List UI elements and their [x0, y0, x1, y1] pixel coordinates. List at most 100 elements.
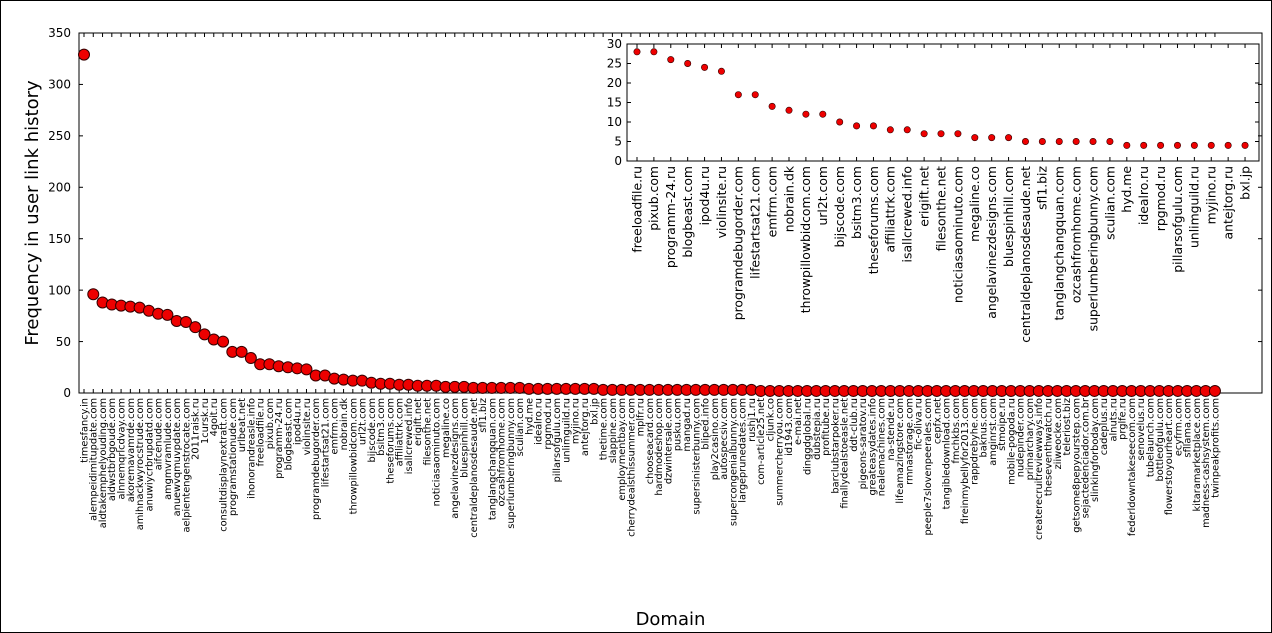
inset-data-point — [1072, 138, 1080, 146]
main-plot: 050100150200250300350timesfancy.inalempe… — [22, 26, 1263, 630]
main-x-tick-label: tangibledownload.com — [942, 398, 953, 509]
main-x-tick-label: tanglangchangquan.com — [487, 398, 498, 520]
main-x-tick-label: erigift.net — [413, 398, 424, 446]
main-x-tick-label: myjino.ru — [571, 398, 582, 444]
main-x-tick-label: urlbeat.net — [237, 398, 248, 452]
main-x-tick-label: ozcashfromhome.com — [497, 398, 508, 506]
inset-data-point — [1123, 141, 1131, 149]
main-y-axis-title: Frequency in user link history — [22, 80, 43, 346]
main-x-tick-label: barclubstarpoker.ru — [830, 398, 841, 494]
inset-x-tick-label: url2t.com — [815, 166, 830, 226]
inset-x-tick-label: theseforums.com — [866, 166, 881, 274]
inset-x-tick-label: ozcashfromhome.com — [1068, 166, 1083, 303]
inset-data-point — [1055, 138, 1063, 146]
inset-x-tick-label: emfrm.com — [764, 166, 779, 237]
main-x-tick-label: bliped.info — [701, 398, 712, 450]
inset-x-tick-label: sfl1.biz — [1035, 166, 1050, 210]
main-y-tick-label: 350 — [48, 26, 71, 40]
main-x-tick-label: dubstepia.ru — [812, 398, 823, 460]
inset-y-tick-label: 5 — [614, 135, 622, 149]
inset-x-tick-label: bxl.jp — [1237, 166, 1252, 200]
main-x-tick-label: kitaramarketplace.com — [1192, 398, 1203, 511]
inset-y-tick-label: 15 — [607, 96, 622, 110]
main-x-tick-label: summercherryou.com — [775, 398, 786, 506]
inset-data-point — [1173, 141, 1181, 149]
inset-x-tick-label: idealro.ru — [1136, 166, 1151, 225]
main-x-tick-label: getsome8pepyourstep.com — [1071, 398, 1082, 533]
inset-x-tick-label: throwpillowbidcom.com — [798, 166, 813, 313]
main-x-tick-label: rpgmod.ru — [543, 398, 554, 450]
main-x-tick-label: bsitm3.com — [376, 398, 387, 456]
main-x-tick-label: sfllama.com — [1183, 398, 1194, 458]
inset-data-point — [701, 63, 709, 71]
inset-data-point — [853, 122, 861, 130]
main-x-tick-label: aldwstbrbgoude.com — [107, 398, 118, 501]
main-x-tick-label: greateasydates.info — [867, 398, 878, 496]
main-data-point — [78, 48, 90, 61]
main-x-tick-label: alempeidimitupdate.com — [89, 398, 100, 521]
inset-x-tick-label: lifestartsat21.com — [748, 166, 763, 279]
inset-data-point — [650, 48, 658, 56]
inset-x-tick-label: superlumberingbunny.com — [1085, 166, 1100, 331]
main-x-tick-label: filesonthe.net — [422, 398, 433, 466]
main-x-tick-label: url2t.com — [358, 398, 369, 445]
main-x-tick-label: dzwintersale.com — [663, 398, 674, 484]
inset-x-tick-label: noticiasaominuto.com — [950, 166, 965, 303]
main-y-tick-label: 200 — [48, 180, 71, 194]
main-x-tick-label: twinpeakprofits.com — [1210, 398, 1221, 498]
main-x-tick-label: finallydealstoeasle.net — [840, 398, 851, 509]
main-x-tick-label: rmnastorage.com — [904, 398, 915, 485]
main-x-tick-label: na-stende.ru — [886, 398, 897, 461]
main-x-tick-label: amihnackwyrocstrude.com — [135, 398, 146, 530]
inset-x-tick-label: freeloadfile.ru — [629, 166, 644, 253]
main-x-tick-label: rushj1.ru — [747, 398, 758, 442]
main-x-tick-label: consultdisplaynextratt.com — [218, 398, 229, 532]
inset-x-tick-label: filesonthe.net — [933, 166, 948, 252]
inset-data-point — [802, 110, 810, 118]
main-x-tick-label: supersinisterbunny.com — [691, 398, 702, 515]
main-x-tick-label: bottleofgulu.com — [1155, 398, 1166, 481]
main-x-tick-label: prglfe.ru — [1118, 398, 1129, 440]
main-x-tick-label: alnnemqrlcdvay.com — [117, 398, 128, 500]
inset-x-tick-label: pixub.com — [646, 166, 661, 231]
inset-y-tick-label: 0 — [614, 154, 622, 168]
main-x-tick-label: anuwiycrbrupdatd.com — [144, 398, 155, 511]
main-data-point — [198, 328, 211, 341]
inset-x-tick-label: nobrain.dk — [781, 165, 796, 232]
inset-x-tick-label: bluespinhill.com — [1001, 166, 1016, 267]
inset-data-point — [971, 134, 979, 142]
main-x-tick-label: bluespinhill.com — [460, 398, 471, 478]
main-x-tick-label: centraldeplanosdesaude.net — [469, 398, 480, 538]
main-x-tick-label: sculian.com — [515, 398, 526, 456]
inset-data-point — [1021, 138, 1029, 146]
inset-data-point — [937, 130, 945, 138]
main-x-tick-label: 1cursk.ru — [200, 398, 211, 444]
inset-x-tick-label: ipod4u.ru — [697, 166, 712, 225]
main-x-tick-label: createrecruitreviewways.info — [1034, 398, 1045, 540]
inset-data-point — [785, 106, 793, 114]
inset-x-tick-label: bijscode.com — [832, 166, 847, 248]
main-x-tick-label: cherrydealsthissummer.com — [626, 398, 637, 537]
main-x-tick-label: autospecsiv.com — [719, 398, 730, 480]
inset-x-tick-label: programdebugorder.com — [731, 166, 746, 320]
main-x-tick-label: teleriost.biz — [1062, 398, 1073, 456]
inset-x-tick-label: megaline.co — [967, 166, 982, 242]
main-x-tick-label: theseforums.com — [385, 398, 396, 484]
main-x-tick-label: dinggdglobal.ru — [802, 398, 813, 475]
inset-x-tick-label: programm-24.ru — [663, 166, 678, 268]
inset-data-point — [988, 134, 996, 142]
main-x-tick-label: unlimguild.ru — [561, 398, 572, 463]
main-x-tick-label: peeple7slovenpeerales.com — [923, 398, 934, 536]
inset-x-tick-label: isallcrewed.info — [900, 166, 915, 262]
main-x-tick-label: angelavinezdesigns.com — [450, 398, 461, 519]
main-x-tick-label: pixub.com — [265, 398, 276, 449]
main-x-tick-label: alnuts.ru — [1108, 398, 1119, 441]
main-data-point — [161, 308, 174, 321]
inset-x-tick-label: angelavinezdesigns.com — [984, 166, 999, 319]
inset-y-tick-label: 25 — [607, 57, 622, 71]
main-x-tick-label: e-mai.net — [793, 398, 804, 445]
main-x-tick-label: emfrm.com — [330, 398, 341, 454]
main-x-tick-label: baknus.com — [979, 398, 990, 457]
inset-data-point — [869, 122, 877, 130]
